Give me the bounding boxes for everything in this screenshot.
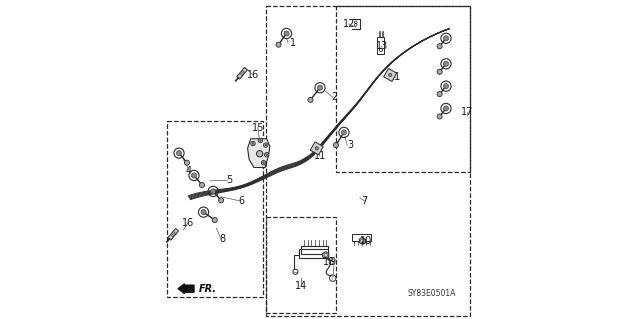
Text: 6: 6 <box>239 196 245 206</box>
Circle shape <box>184 160 189 165</box>
Text: 2: 2 <box>332 92 337 102</box>
Circle shape <box>315 147 319 150</box>
Polygon shape <box>383 69 397 81</box>
Circle shape <box>211 189 216 194</box>
Circle shape <box>261 160 266 165</box>
Bar <box>336 6 470 172</box>
Circle shape <box>341 130 346 135</box>
Text: 11: 11 <box>314 151 326 161</box>
Circle shape <box>444 36 449 41</box>
Circle shape <box>266 154 268 156</box>
Circle shape <box>251 141 255 146</box>
Circle shape <box>437 69 442 74</box>
Text: 16: 16 <box>247 70 259 80</box>
Circle shape <box>437 114 442 119</box>
Circle shape <box>200 182 205 188</box>
Bar <box>167 121 262 297</box>
Text: 18: 18 <box>323 256 336 267</box>
Circle shape <box>437 92 442 97</box>
Text: 9: 9 <box>330 256 336 267</box>
Circle shape <box>264 152 269 157</box>
Text: 15: 15 <box>252 122 264 133</box>
Text: 3: 3 <box>348 140 353 150</box>
Text: 5: 5 <box>226 175 232 185</box>
Circle shape <box>218 198 223 203</box>
Bar <box>301 246 328 254</box>
Circle shape <box>262 162 264 164</box>
Polygon shape <box>237 67 248 79</box>
Circle shape <box>212 218 218 223</box>
Text: 1: 1 <box>290 38 296 48</box>
Polygon shape <box>323 252 329 259</box>
Circle shape <box>388 73 392 77</box>
Circle shape <box>444 84 449 89</box>
Text: SY83E0501A: SY83E0501A <box>408 289 456 298</box>
Circle shape <box>191 173 196 178</box>
Circle shape <box>201 210 206 215</box>
Bar <box>378 37 385 54</box>
Circle shape <box>444 61 449 66</box>
Polygon shape <box>360 237 365 244</box>
Text: 13: 13 <box>376 41 388 51</box>
FancyArrow shape <box>178 284 194 293</box>
Text: 10: 10 <box>360 236 372 246</box>
Text: 17: 17 <box>461 107 473 117</box>
Polygon shape <box>310 142 323 155</box>
Circle shape <box>258 138 262 143</box>
Bar <box>266 217 336 313</box>
Text: 4: 4 <box>186 166 191 176</box>
Polygon shape <box>248 139 270 167</box>
Polygon shape <box>168 228 179 240</box>
Text: 7: 7 <box>362 196 368 206</box>
Circle shape <box>333 143 339 148</box>
Bar <box>266 6 470 316</box>
Circle shape <box>264 143 268 147</box>
Circle shape <box>444 106 449 111</box>
Bar <box>300 249 328 258</box>
Circle shape <box>265 144 267 146</box>
Text: FR.: FR. <box>199 284 217 294</box>
Circle shape <box>308 97 313 102</box>
Circle shape <box>284 31 289 36</box>
Circle shape <box>317 85 323 90</box>
Circle shape <box>177 151 182 156</box>
Text: 16: 16 <box>182 218 194 228</box>
Text: 14: 14 <box>295 280 307 291</box>
Text: 12: 12 <box>342 19 355 29</box>
Bar <box>352 234 371 241</box>
Circle shape <box>276 42 281 47</box>
Circle shape <box>252 143 254 145</box>
Circle shape <box>437 44 442 49</box>
Circle shape <box>259 139 261 141</box>
Text: 11: 11 <box>389 71 401 82</box>
Text: 8: 8 <box>220 234 226 244</box>
Circle shape <box>257 151 263 157</box>
